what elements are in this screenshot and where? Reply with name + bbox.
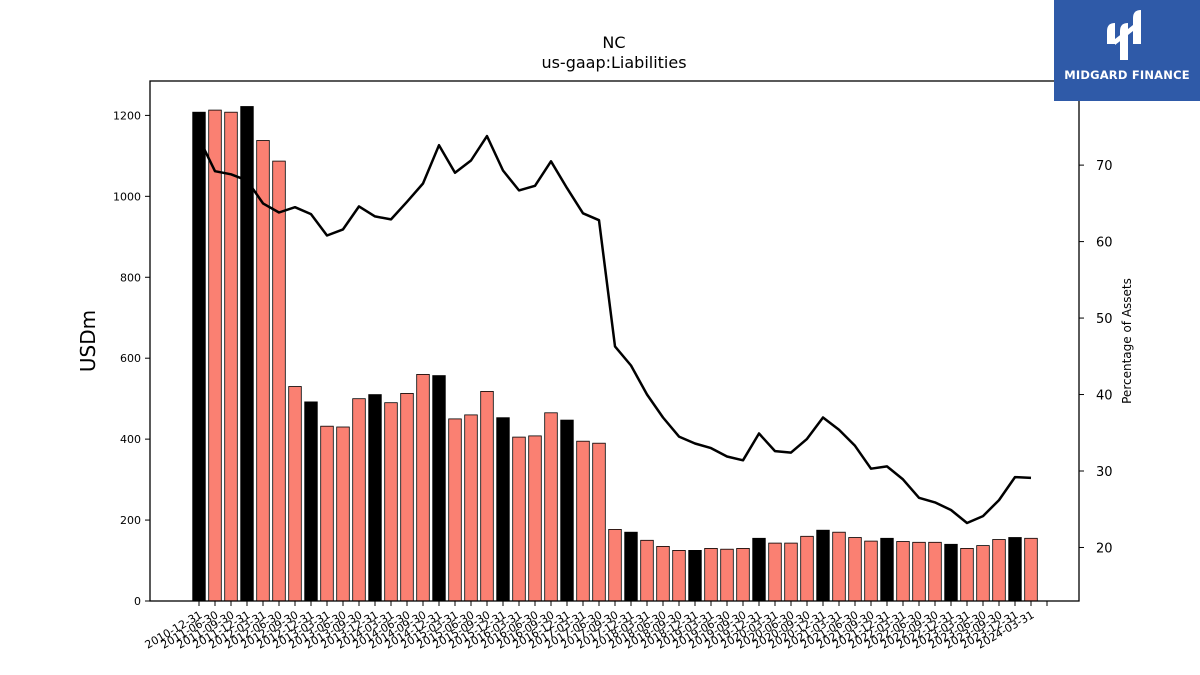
bar-2019-06-30 <box>736 548 750 602</box>
bar-2017-09-30 <box>624 531 638 602</box>
bar-2018-12-31 <box>704 548 718 602</box>
bar-2020-03-31 <box>784 542 798 602</box>
bar-2023-12-31 <box>1024 537 1038 602</box>
bar-2018-06-30 <box>672 550 686 602</box>
bar-2013-09-30 <box>368 394 382 602</box>
bar-2015-03-31 <box>464 414 478 602</box>
bar-2013-12-31 <box>384 402 398 602</box>
bar-2012-09-30 <box>304 401 318 602</box>
bar-2013-03-31 <box>336 426 350 602</box>
bar-2015-12-31 <box>512 436 526 602</box>
bar-2021-12-31 <box>896 541 910 602</box>
y2-tick-label: 70 <box>1096 159 1113 174</box>
logo-text: MIDGARD FINANCE <box>1064 68 1190 82</box>
bar-2022-03-31 <box>912 541 926 602</box>
bar-2023-09-30 <box>1008 537 1022 602</box>
bar-2013-06-30 <box>352 398 366 602</box>
percentage-line <box>197 134 1032 525</box>
bar-2016-12-31 <box>576 440 590 602</box>
x-axis: 2010-12-312011-06-302011-09-302011-12-31… <box>143 601 1048 652</box>
y2-tick-label: 60 <box>1096 236 1113 251</box>
y-tick-label: 0 <box>134 595 141 608</box>
y-tick-label: 200 <box>120 514 141 527</box>
logo-mark-icon <box>1107 10 1141 60</box>
midgard-finance-logo: MIDGARD FINANCE <box>1054 0 1200 101</box>
bar-2019-12-31 <box>768 542 782 602</box>
chart-subtitle: us-gaap:Liabilities <box>541 53 686 72</box>
bar-2018-09-30 <box>688 550 702 602</box>
bar-2017-06-30 <box>608 529 622 602</box>
bar-2016-06-30 <box>544 412 558 602</box>
bar-2015-09-30 <box>496 417 510 602</box>
line-group <box>197 134 1032 525</box>
bar-2020-09-30 <box>816 529 830 602</box>
bar-2012-12-31 <box>320 425 334 602</box>
bar-2017-03-31 <box>592 442 606 602</box>
bars-group <box>192 106 1038 602</box>
bar-2022-09-30 <box>944 543 958 602</box>
bar-2020-06-30 <box>800 535 814 602</box>
y2-tick-label: 40 <box>1096 389 1113 404</box>
bar-2014-03-31 <box>400 392 414 602</box>
bar-2022-12-31 <box>960 548 974 602</box>
y-axis-right: 20 30 40 50 60 70 <box>1079 159 1113 556</box>
bar-2017-12-31 <box>640 539 654 602</box>
bar-2014-12-31 <box>448 418 462 602</box>
bar-2011-06-30 <box>224 111 238 602</box>
bar-2015-06-30 <box>480 390 494 602</box>
y-axis-left: 0 200 400 600 800 1000 1200 <box>113 109 150 608</box>
y2-tick-label: 30 <box>1096 465 1113 480</box>
y2-axis-label: Percentage of Assets <box>1120 278 1134 404</box>
y-tick-label: 800 <box>120 271 141 284</box>
y-tick-label: 600 <box>120 352 141 365</box>
y2-tick-label: 20 <box>1096 541 1113 556</box>
bar-2011-12-31 <box>256 140 270 602</box>
y-axis-label: USDm <box>76 310 100 372</box>
bar-2021-09-30 <box>880 537 894 602</box>
bar-2016-09-30 <box>560 419 574 602</box>
y-tick-label: 400 <box>120 433 141 446</box>
chart-title: NC <box>602 33 625 52</box>
y2-tick-label: 50 <box>1096 312 1113 327</box>
bar-2021-03-31 <box>848 537 862 602</box>
bar-2018-03-31 <box>656 546 670 602</box>
bar-2010-12-31 <box>192 111 206 602</box>
bar-2012-03-31 <box>272 160 286 602</box>
bar-2012-06-30 <box>288 386 302 602</box>
bar-2023-03-31 <box>976 545 990 602</box>
bar-2016-03-31 <box>528 435 542 602</box>
bar-2022-06-30 <box>928 541 942 602</box>
y-tick-label: 1200 <box>113 109 141 122</box>
bar-2023-06-30 <box>992 539 1006 602</box>
bar-2014-06-30 <box>416 373 430 602</box>
bar-2014-09-30 <box>432 375 446 602</box>
bar-2019-03-31 <box>720 548 734 602</box>
bar-2019-09-30 <box>752 537 766 602</box>
bar-2021-06-30 <box>864 540 878 602</box>
y-tick-label: 1000 <box>113 190 141 203</box>
bar-2011-03-31 <box>208 109 222 602</box>
bar-2020-12-31 <box>832 531 846 602</box>
